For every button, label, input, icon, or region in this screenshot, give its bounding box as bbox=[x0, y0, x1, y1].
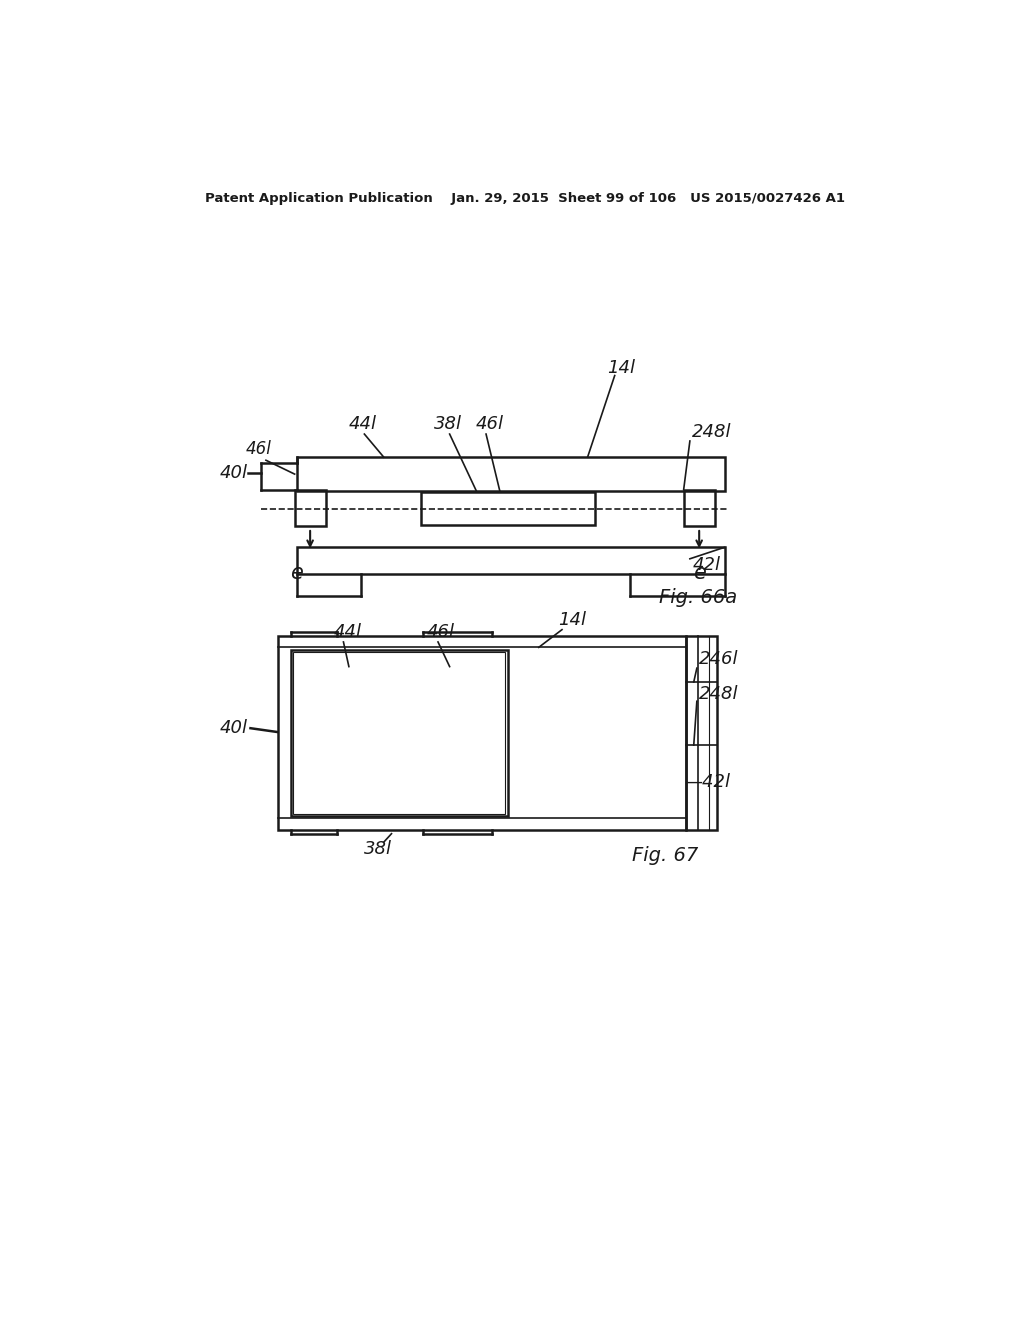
Bar bbox=[291, 649, 508, 816]
Bar bbox=[297, 457, 725, 491]
Text: e: e bbox=[291, 562, 303, 582]
Text: 44l: 44l bbox=[334, 623, 361, 642]
Text: 42l: 42l bbox=[692, 556, 720, 574]
Text: 248l: 248l bbox=[692, 422, 732, 441]
Text: 46l: 46l bbox=[426, 623, 455, 642]
Text: 248l: 248l bbox=[699, 685, 738, 702]
Text: —42l: —42l bbox=[684, 774, 730, 791]
Text: 38l: 38l bbox=[434, 414, 462, 433]
Bar bbox=[684, 490, 715, 527]
Text: Patent Application Publication    Jan. 29, 2015  Sheet 99 of 106   US 2015/00274: Patent Application Publication Jan. 29, … bbox=[205, 191, 845, 205]
Text: 14l: 14l bbox=[558, 611, 586, 630]
Bar bbox=[686, 636, 717, 830]
Bar bbox=[421, 492, 595, 525]
Bar bbox=[297, 548, 725, 574]
Text: e: e bbox=[693, 562, 706, 582]
Text: Fig. 67: Fig. 67 bbox=[632, 846, 698, 865]
Text: 40l: 40l bbox=[219, 719, 248, 737]
Text: 46l: 46l bbox=[475, 414, 503, 433]
Bar bbox=[278, 636, 686, 830]
Text: 14l: 14l bbox=[607, 359, 635, 376]
Text: 38l: 38l bbox=[365, 840, 392, 858]
Text: 44l: 44l bbox=[349, 414, 377, 433]
Bar bbox=[295, 490, 326, 527]
Text: Fig. 66a: Fig. 66a bbox=[658, 587, 737, 607]
Text: 246l: 246l bbox=[699, 649, 738, 668]
Text: 40l: 40l bbox=[219, 463, 248, 482]
Text: 46l: 46l bbox=[246, 441, 271, 458]
Bar bbox=[293, 652, 506, 813]
